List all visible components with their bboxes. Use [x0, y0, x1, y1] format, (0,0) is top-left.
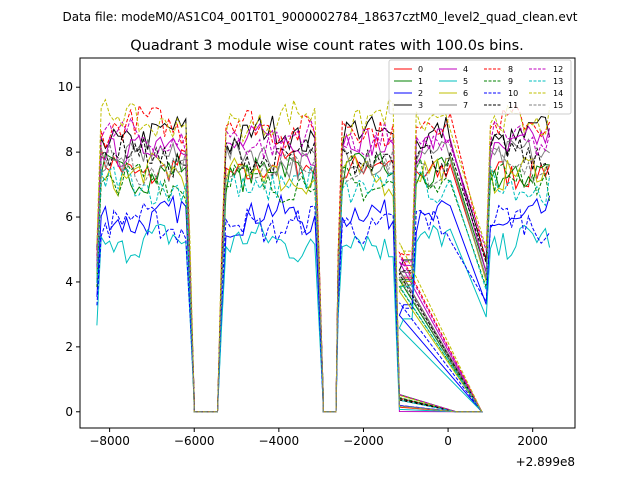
- x-tick-label: 0: [444, 434, 452, 448]
- y-axis-ticks: 0 2 4 6 8 10: [58, 80, 80, 419]
- legend-label: 12: [553, 65, 563, 74]
- figure-suptitle: Data file: modeM0/AS1C04_001T01_90000027…: [62, 10, 577, 24]
- series-line-14: [96, 98, 551, 413]
- legend-label: 2: [418, 89, 423, 98]
- legend-label: 8: [508, 65, 513, 74]
- y-tick-label: 10: [58, 80, 73, 94]
- chart-title: Quadrant 3 module wise count rates with …: [130, 38, 524, 54]
- x-tick-label: −8000: [89, 434, 130, 448]
- legend-label: 15: [553, 101, 563, 110]
- plot-frame: [79, 57, 576, 429]
- y-tick-label: 4: [65, 275, 73, 289]
- x-tick-label: −4000: [259, 434, 300, 448]
- plot-lines: [96, 98, 551, 413]
- series-line-1: [96, 152, 550, 413]
- series-line-9: [96, 157, 551, 413]
- series-line-15: [96, 143, 551, 413]
- legend-label: 7: [463, 101, 468, 110]
- legend-label: 4: [463, 65, 468, 74]
- x-tick-label: −2000: [343, 434, 384, 448]
- y-tick-label: 0: [65, 405, 73, 419]
- y-tick-label: 2: [65, 340, 73, 354]
- legend-label: 5: [463, 77, 468, 86]
- legend-label: 0: [418, 65, 423, 74]
- x-axis-ticks: −8000 −6000 −4000 −2000 0 2000: [89, 428, 548, 448]
- y-tick-label: 8: [65, 145, 73, 159]
- y-tick-label: 6: [65, 210, 73, 224]
- x-tick-label: 2000: [517, 434, 548, 448]
- series-line-6: [96, 152, 550, 413]
- series-line-0: [96, 146, 551, 413]
- legend-box: [388, 59, 572, 115]
- series-line-13: [96, 165, 551, 413]
- legend-label: 13: [553, 77, 563, 86]
- legend-label: 11: [508, 101, 518, 110]
- legend-label: 3: [418, 101, 423, 110]
- x-axis-offset-label: +2.899e8: [516, 455, 575, 469]
- series-line-11: [96, 132, 551, 413]
- x-tick-label: −6000: [174, 434, 215, 448]
- legend-label: 9: [508, 77, 513, 86]
- legend-label: 14: [553, 89, 563, 98]
- series-line-10: [96, 202, 551, 413]
- legend-label: 1: [418, 77, 423, 86]
- legend-label: 6: [463, 89, 468, 98]
- legend-label: 10: [508, 89, 518, 98]
